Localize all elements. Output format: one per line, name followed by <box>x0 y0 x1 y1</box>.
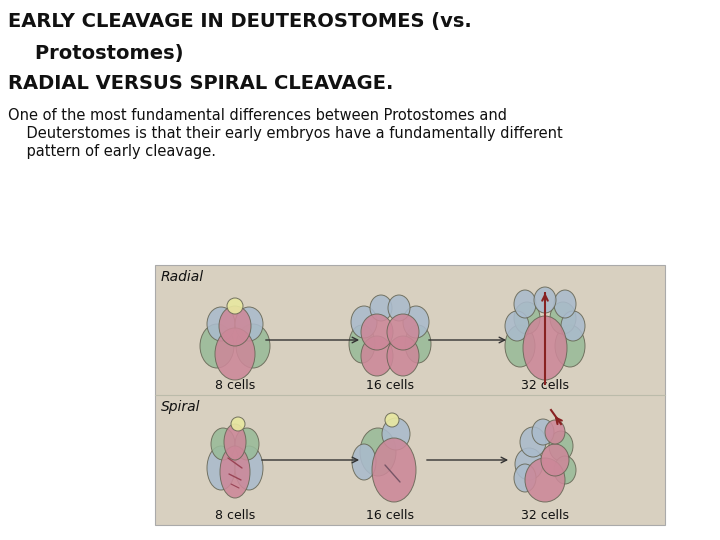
Ellipse shape <box>532 419 554 445</box>
Ellipse shape <box>541 444 569 476</box>
Ellipse shape <box>235 446 263 490</box>
Ellipse shape <box>520 427 546 457</box>
Ellipse shape <box>514 290 536 318</box>
Ellipse shape <box>351 306 377 338</box>
Text: EARLY CLEAVAGE IN DEUTEROSTOMES (vs.: EARLY CLEAVAGE IN DEUTEROSTOMES (vs. <box>8 12 472 31</box>
Ellipse shape <box>534 287 556 313</box>
Text: 32 cells: 32 cells <box>521 509 569 522</box>
Ellipse shape <box>554 290 576 318</box>
Ellipse shape <box>405 325 431 363</box>
Ellipse shape <box>388 295 410 321</box>
Text: 8 cells: 8 cells <box>215 379 255 392</box>
Bar <box>155 265 665 525</box>
Text: RADIAL VERSUS SPIRAL CLEAVAGE.: RADIAL VERSUS SPIRAL CLEAVAGE. <box>8 74 393 93</box>
Ellipse shape <box>352 444 376 480</box>
Text: pattern of early cleavage.: pattern of early cleavage. <box>8 144 216 159</box>
Circle shape <box>227 298 243 314</box>
Ellipse shape <box>361 314 393 350</box>
Ellipse shape <box>545 420 565 444</box>
Text: 16 cells: 16 cells <box>366 379 414 392</box>
Ellipse shape <box>360 428 396 476</box>
Circle shape <box>385 413 399 427</box>
Ellipse shape <box>514 302 540 334</box>
Text: Deuterstomes is that their early embryos have a fundamentally different: Deuterstomes is that their early embryos… <box>8 126 563 141</box>
Ellipse shape <box>220 446 250 498</box>
Ellipse shape <box>370 295 392 321</box>
Ellipse shape <box>387 314 419 350</box>
Ellipse shape <box>561 311 585 341</box>
Ellipse shape <box>372 438 416 502</box>
Text: Radial: Radial <box>161 270 204 284</box>
Ellipse shape <box>224 424 246 460</box>
Ellipse shape <box>219 306 251 346</box>
Ellipse shape <box>525 458 565 502</box>
Ellipse shape <box>235 307 263 341</box>
Text: Protostomes): Protostomes) <box>8 44 184 63</box>
Ellipse shape <box>550 302 576 334</box>
Ellipse shape <box>361 336 393 376</box>
Ellipse shape <box>235 428 259 460</box>
Ellipse shape <box>554 456 576 484</box>
Ellipse shape <box>549 431 573 461</box>
Ellipse shape <box>514 464 536 492</box>
Ellipse shape <box>505 325 535 367</box>
Text: 16 cells: 16 cells <box>366 509 414 522</box>
Ellipse shape <box>403 306 429 338</box>
Ellipse shape <box>211 428 235 460</box>
Ellipse shape <box>207 307 235 341</box>
Ellipse shape <box>382 418 410 450</box>
Ellipse shape <box>207 446 235 490</box>
Ellipse shape <box>515 448 543 480</box>
Ellipse shape <box>387 336 419 376</box>
Text: One of the most fundamental differences between Protostomes and: One of the most fundamental differences … <box>8 108 507 123</box>
Circle shape <box>231 417 245 431</box>
Text: 32 cells: 32 cells <box>521 379 569 392</box>
Text: Spiral: Spiral <box>161 400 200 414</box>
Ellipse shape <box>236 324 270 368</box>
Ellipse shape <box>349 325 375 363</box>
Ellipse shape <box>200 324 234 368</box>
Ellipse shape <box>215 328 255 380</box>
Ellipse shape <box>523 316 567 380</box>
Text: 8 cells: 8 cells <box>215 509 255 522</box>
Ellipse shape <box>505 311 529 341</box>
Ellipse shape <box>555 325 585 367</box>
